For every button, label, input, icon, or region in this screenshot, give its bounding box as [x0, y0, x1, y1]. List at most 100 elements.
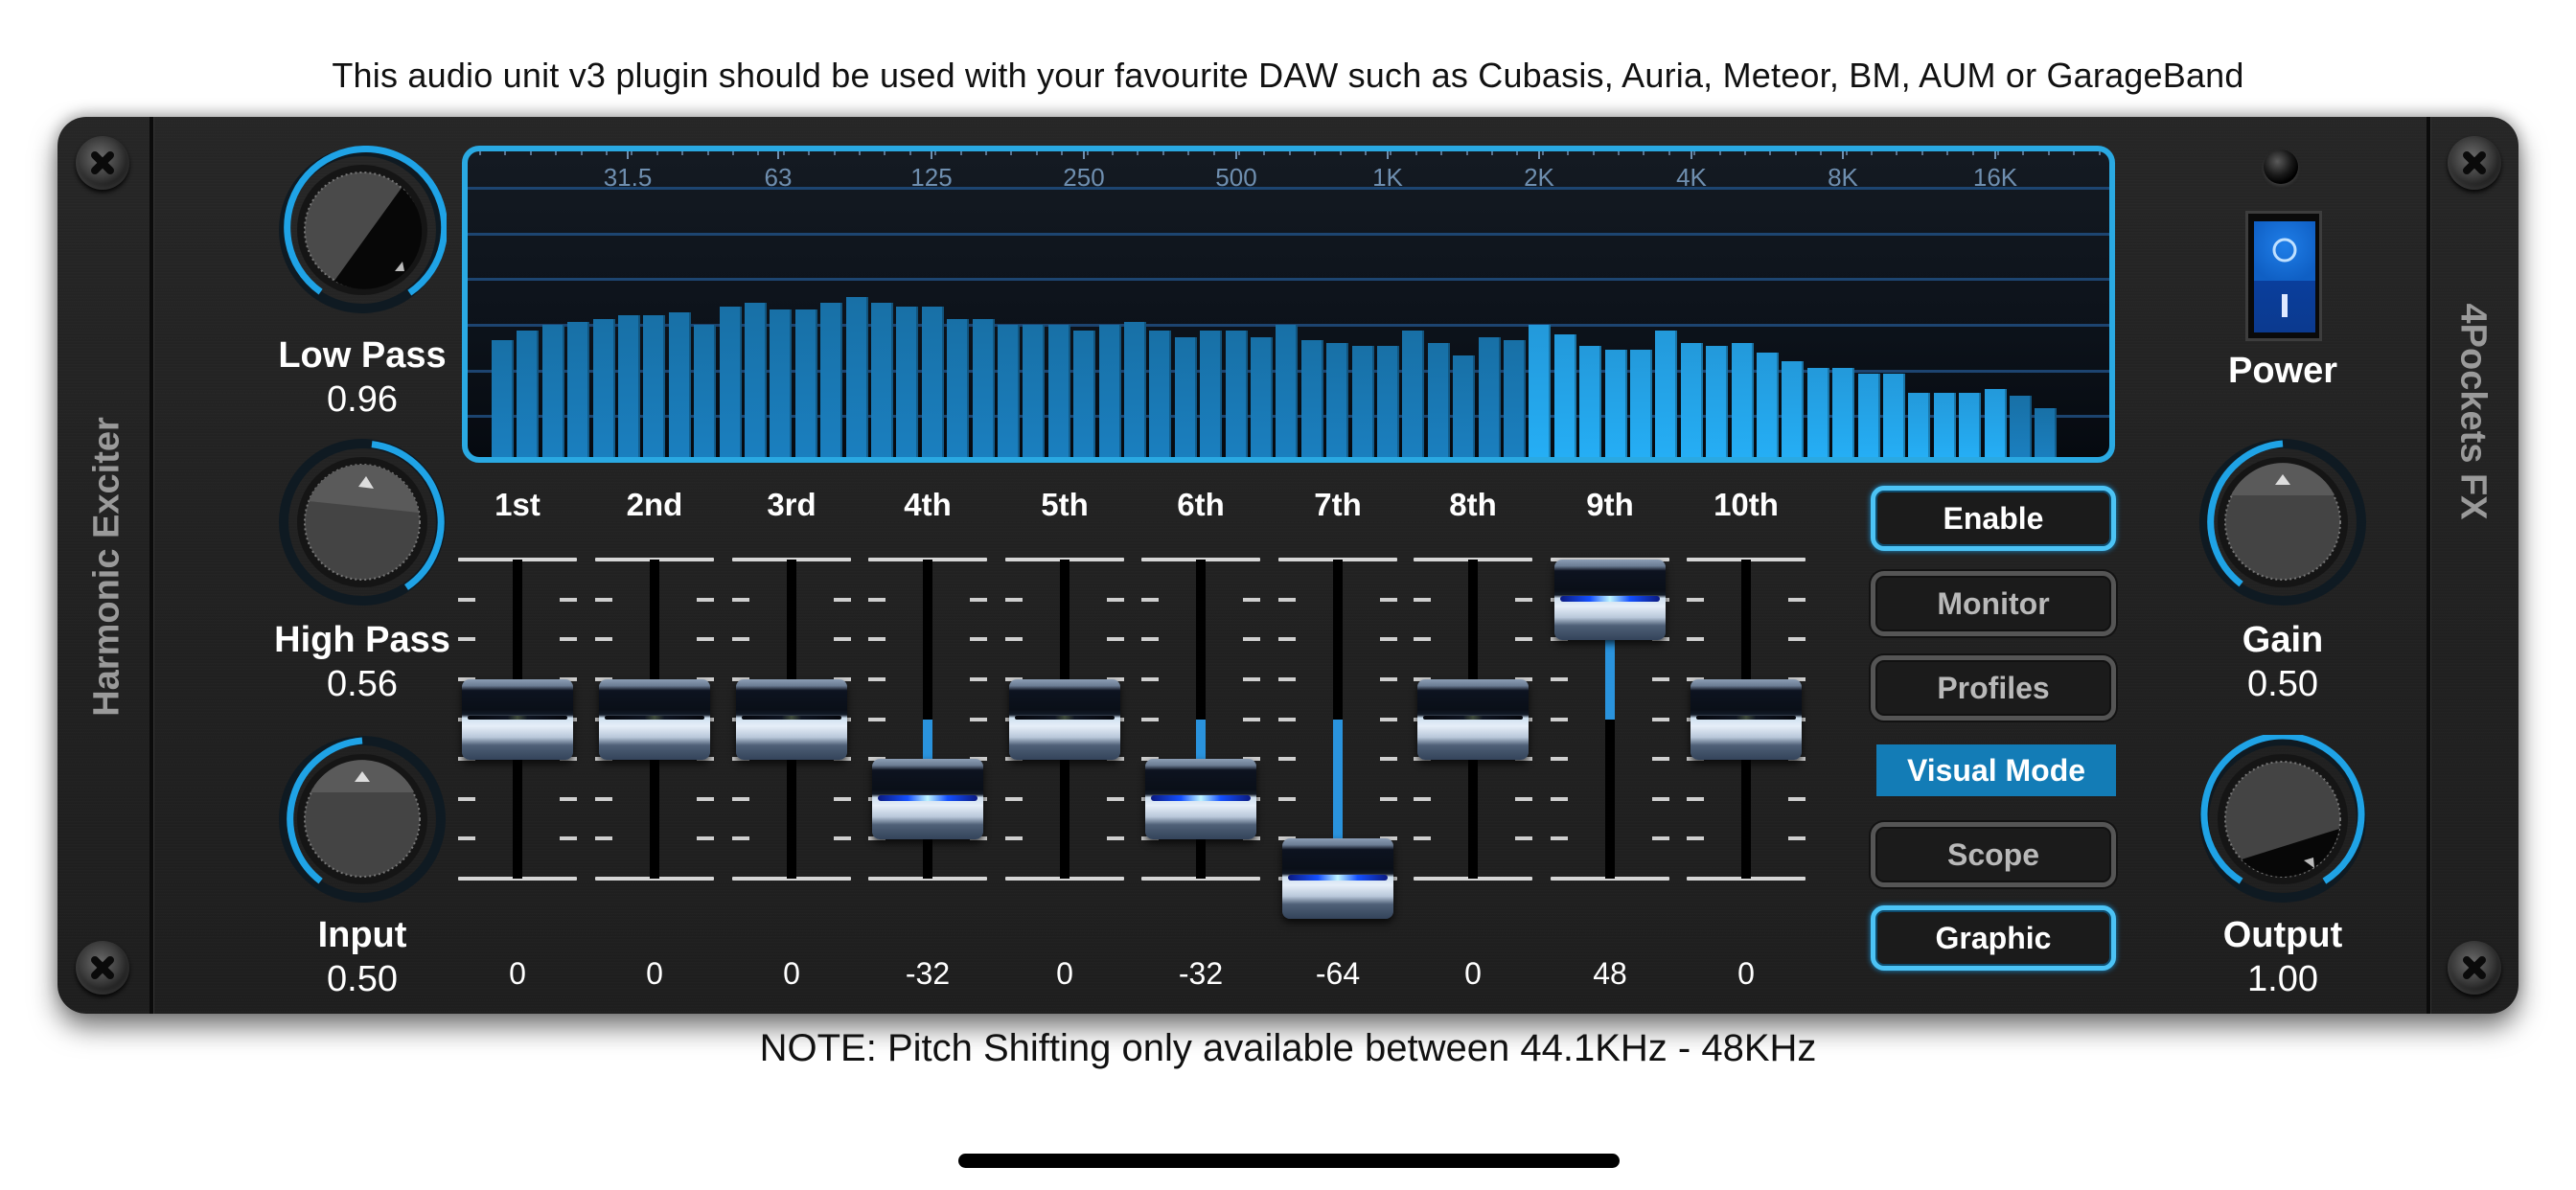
scale-dash — [868, 676, 886, 681]
power-led-icon — [2264, 149, 2298, 184]
scale-dash — [458, 597, 475, 602]
scale-dash — [1414, 836, 1431, 841]
high-pass-value: 0.56 — [327, 664, 398, 704]
scale-dash — [697, 637, 714, 642]
thumb-led-icon — [878, 794, 978, 801]
low-pass-knob[interactable] — [278, 146, 447, 314]
fader-value: -64 — [1315, 956, 1361, 991]
scope-button[interactable]: Scope — [1871, 822, 2116, 887]
minor-tick — [530, 151, 532, 155]
power-label: Power — [2227, 351, 2338, 391]
scale-dash — [1414, 796, 1431, 801]
fader-value: 0 — [1056, 956, 1073, 991]
scale-dash — [595, 836, 612, 841]
profiles-button[interactable]: Profiles — [1871, 655, 2116, 721]
freq-label: 250 — [1063, 163, 1105, 192]
minor-tick — [884, 151, 886, 155]
fader-thumb[interactable] — [1417, 678, 1529, 760]
fader-fill — [1605, 599, 1615, 720]
high-pass-knob[interactable] — [278, 438, 447, 606]
home-indicator[interactable] — [958, 1154, 1620, 1168]
knob-pointer-icon — [2304, 858, 2314, 868]
major-tick — [627, 151, 629, 159]
scale-dash — [970, 717, 987, 721]
scale-dash — [834, 836, 851, 841]
spectrum-bar — [2035, 408, 2058, 457]
minor-tick — [631, 151, 632, 155]
spectrum-bar — [1073, 331, 1096, 457]
knob-pointer-icon — [358, 476, 374, 489]
gain-value: 0.50 — [2247, 664, 2318, 704]
graphic-button[interactable]: Graphic — [1871, 905, 2116, 971]
spectrum-bar — [1630, 350, 1652, 457]
enable-button[interactable]: Enable — [1871, 486, 2116, 551]
scale-dash — [1278, 597, 1296, 602]
thumb-led-icon — [1288, 875, 1388, 881]
scale-dash — [834, 796, 851, 801]
fader-thumb[interactable] — [599, 678, 710, 760]
spectrum-bar — [1453, 355, 1476, 457]
left-divider — [150, 117, 153, 1014]
spectrum-bar — [1402, 331, 1425, 457]
output-knob[interactable] — [2198, 735, 2367, 904]
fader-track[interactable] — [1605, 560, 1615, 879]
fader-label: 2nd — [626, 487, 683, 522]
scale-dash — [1551, 676, 1568, 681]
minor-tick — [1693, 151, 1695, 155]
spectrum-bar — [541, 325, 564, 457]
fader-thumb[interactable] — [462, 678, 573, 760]
scale-dash — [1005, 637, 1023, 642]
minor-tick — [808, 151, 810, 155]
spectrum-bar — [1478, 337, 1501, 457]
fader-thumb[interactable] — [1282, 838, 1393, 919]
spectrum-bar — [921, 307, 944, 457]
scale-dash — [970, 676, 987, 681]
fader-thumb[interactable] — [1690, 678, 1802, 760]
minor-tick — [1618, 151, 1620, 155]
fader-thumb[interactable] — [1145, 758, 1256, 839]
monitor-button[interactable]: Monitor — [1871, 571, 2116, 636]
minor-tick — [555, 151, 557, 155]
scale-dash — [1652, 676, 1669, 681]
power-off-icon — [2272, 238, 2297, 263]
minor-tick — [783, 151, 785, 155]
spectrum-bar — [1351, 346, 1374, 457]
minor-tick — [1010, 151, 1012, 155]
minor-tick — [504, 151, 506, 155]
gain-knob[interactable] — [2198, 438, 2367, 606]
freq-label: 31.5 — [603, 163, 653, 192]
spectrum-bar — [1806, 368, 1829, 457]
minor-tick — [2022, 151, 2024, 155]
scale-dash — [1107, 796, 1124, 801]
fader-thumb[interactable] — [736, 678, 847, 760]
fader-thumb[interactable] — [872, 758, 983, 839]
spectrum-bar — [618, 315, 640, 457]
fader-thumb[interactable] — [1554, 559, 1666, 640]
minor-tick — [1440, 151, 1442, 155]
minor-tick — [1516, 151, 1518, 155]
spectrum-bar — [1757, 353, 1779, 457]
power-switch[interactable] — [2245, 211, 2322, 341]
scale-dash — [1788, 796, 1806, 801]
spectrum-bar — [517, 331, 540, 457]
minor-tick — [1668, 151, 1670, 155]
sample-rate-note: NOTE: Pitch Shifting only available betw… — [759, 1027, 1817, 1069]
scale-bottom-line — [1414, 877, 1532, 881]
input-knob[interactable] — [278, 735, 447, 904]
minor-tick — [1466, 151, 1468, 155]
scale-dash — [1551, 836, 1568, 841]
scale-dash — [868, 597, 886, 602]
thumb-led-icon — [1423, 715, 1523, 720]
scale-dash — [970, 637, 987, 642]
scale-dash — [1380, 637, 1397, 642]
scale-dash — [458, 836, 475, 841]
spectrum-bar — [1300, 340, 1323, 457]
scale-dash — [1141, 597, 1159, 602]
fader-thumb[interactable] — [1009, 678, 1120, 760]
minor-tick — [1921, 151, 1923, 155]
spectrum-bar — [1023, 325, 1046, 457]
spectrum-bar — [1984, 389, 2007, 457]
spectrum-bar — [947, 319, 970, 457]
freq-label: 125 — [910, 163, 953, 192]
minor-tick — [1415, 151, 1417, 155]
